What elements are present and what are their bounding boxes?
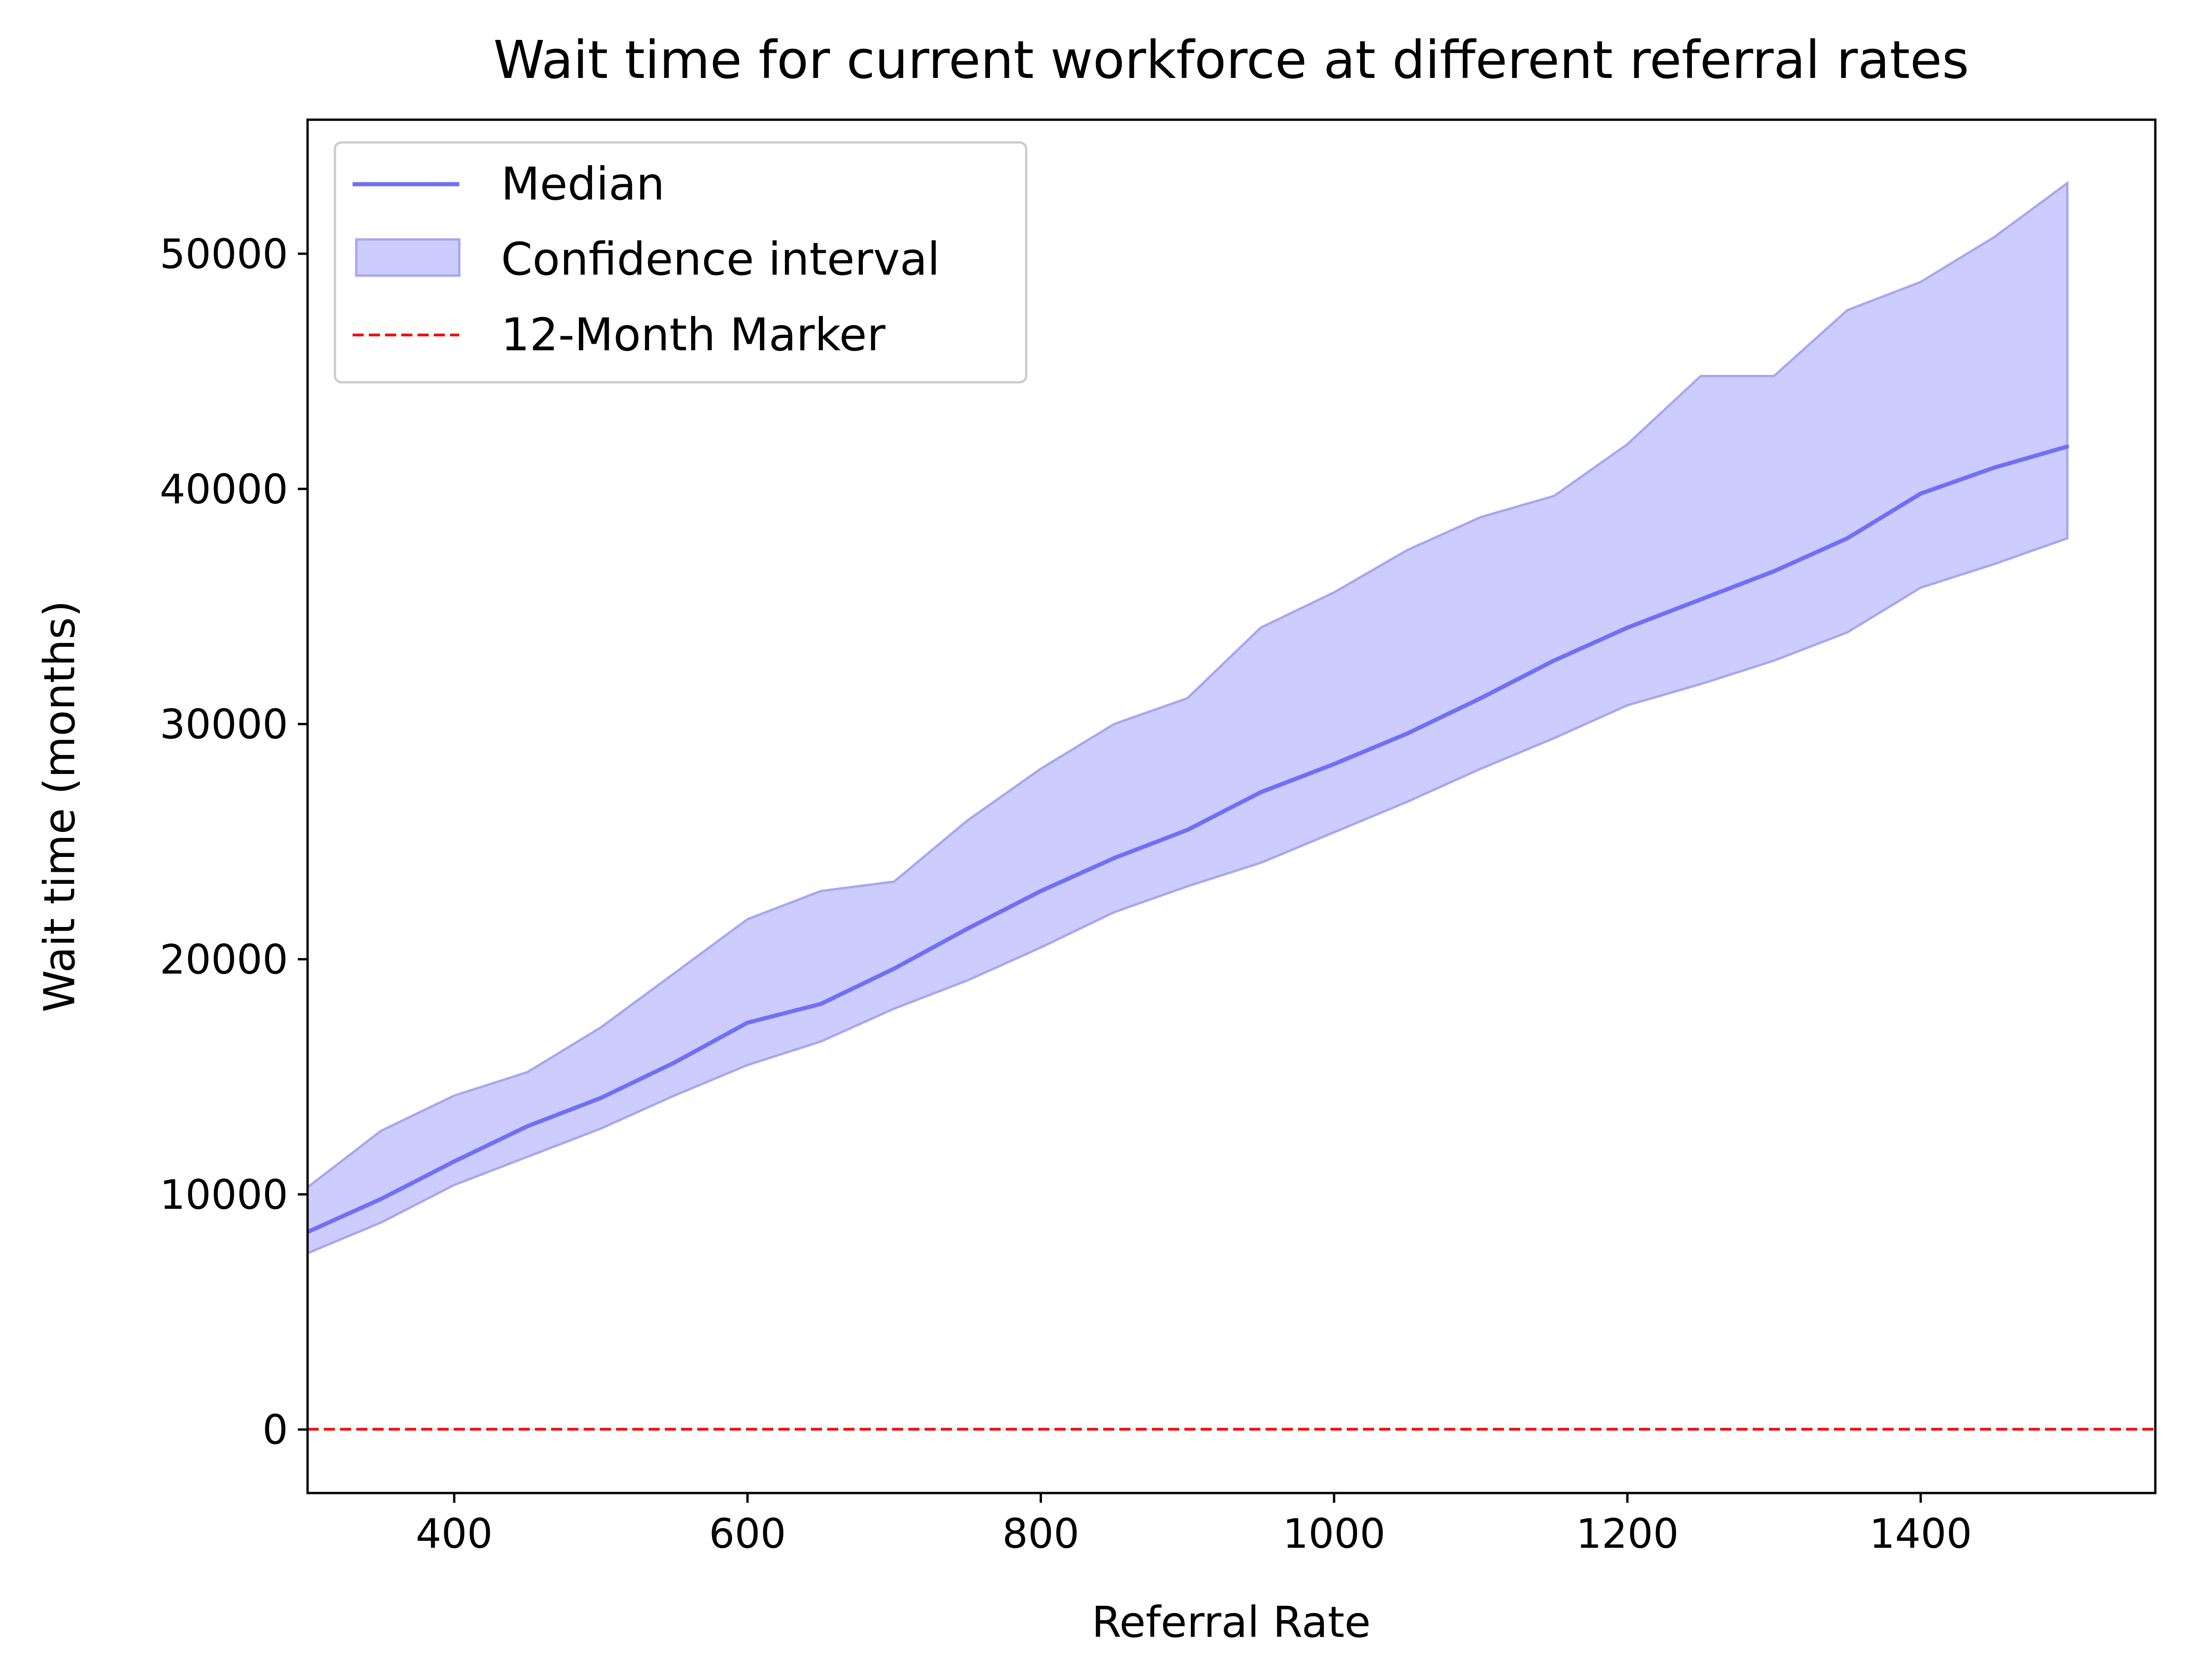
y-tick-label: 30000 (160, 701, 288, 748)
legend-marker-label: 12-Month Marker (501, 309, 886, 361)
x-axis-label: Referral Rate (1092, 1597, 1371, 1647)
median-point (1772, 569, 1776, 573)
median-point (1992, 466, 1996, 470)
y-axis: 0 10000 20000 30000 40000 50000 (160, 231, 308, 1454)
x-tick-label: 1200 (1576, 1510, 1678, 1558)
median-point (819, 1002, 823, 1006)
y-tick-label: 50000 (160, 231, 288, 278)
y-tick-label: 0 (263, 1406, 288, 1454)
median-point (672, 1061, 676, 1065)
median-point (892, 966, 896, 971)
legend-confidence-interval-swatch (355, 238, 461, 277)
median-point (965, 927, 970, 931)
y-tick-label: 40000 (160, 466, 288, 513)
median-point (1919, 491, 1923, 496)
median-point (1405, 731, 1409, 735)
x-tick-label: 1400 (1870, 1510, 1972, 1558)
x-axis: 400 600 800 1000 1200 1400 (416, 1493, 1972, 1558)
median-point (379, 1197, 383, 1201)
x-tick-label: 800 (1003, 1510, 1080, 1558)
median-point (452, 1159, 456, 1164)
confidence-interval-band (308, 180, 2069, 1255)
x-tick-label: 600 (709, 1510, 786, 1558)
chart-title: Wait time for current workforce at diffe… (494, 30, 1969, 90)
median-point (1845, 536, 1850, 541)
legend-confidence-interval-label: Confidence interval (501, 233, 940, 285)
x-tick-label: 1000 (1283, 1510, 1385, 1558)
legend: Median Confidence interval 12-Month Mark… (334, 141, 1028, 384)
median-point (1478, 696, 1483, 700)
median-point (1112, 856, 1116, 860)
plot-frame (306, 118, 2157, 1494)
y-tick-label: 10000 (160, 1171, 288, 1218)
legend-box (334, 141, 1028, 384)
y-axis-label: Wait time (months) (35, 600, 84, 1012)
y-tick-label: 20000 (160, 936, 288, 983)
median-point (2065, 444, 2069, 449)
median-point (745, 1021, 750, 1025)
median-point (1699, 597, 1703, 601)
legend-median-label: Median (501, 158, 665, 210)
median-point (1332, 762, 1336, 766)
median-point (526, 1124, 530, 1128)
median-point (599, 1096, 603, 1100)
median-point (1552, 658, 1556, 663)
median-point (1039, 889, 1043, 893)
median-point (1259, 790, 1263, 794)
x-tick-label: 400 (416, 1510, 493, 1558)
median-point (1185, 828, 1189, 832)
median-point (1626, 625, 1629, 630)
